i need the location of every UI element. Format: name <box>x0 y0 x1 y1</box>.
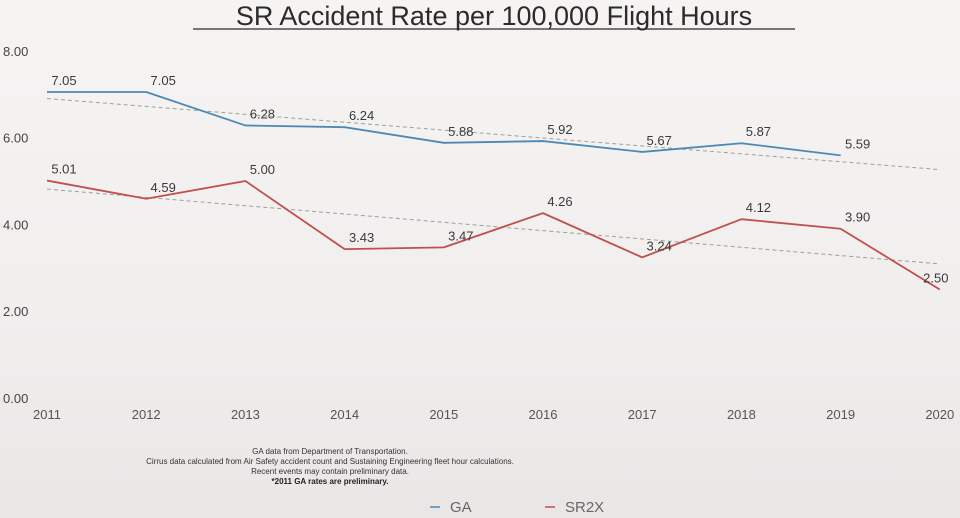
data-label: 7.05 <box>151 73 176 88</box>
x-tick-label: 2020 <box>925 407 954 422</box>
x-tick-label: 2012 <box>132 407 161 422</box>
data-label: 5.01 <box>51 162 76 177</box>
data-label: 5.59 <box>845 136 870 151</box>
data-label: 4.26 <box>547 194 572 209</box>
data-label: 3.24 <box>647 238 672 253</box>
data-label: 4.59 <box>151 180 176 195</box>
y-tick-label: 2.00 <box>3 304 28 319</box>
series-line-ga <box>47 91 841 157</box>
footnote: GA data from Department of Transportatio… <box>252 447 408 456</box>
x-axis-ticks: 2011 2012 2013 2014 2015 2016 2017 2018 2019 2020 <box>33 407 954 422</box>
x-tick-label: 2014 <box>330 407 359 422</box>
y-tick-label: 8.00 <box>3 44 28 59</box>
y-tick-label: 4.00 <box>3 217 28 232</box>
y-axis-ticks: 0.00 2.00 4.00 6.00 8.00 <box>3 44 28 406</box>
data-label: 5.00 <box>250 162 275 177</box>
x-tick-label: 2017 <box>628 407 657 422</box>
legend: GA SR2X <box>430 499 604 516</box>
x-tick-label: 2013 <box>231 407 260 422</box>
data-label: 5.87 <box>746 124 771 139</box>
x-tick-label: 2016 <box>529 407 558 422</box>
data-label: 5.67 <box>647 133 672 148</box>
data-label: 3.47 <box>448 228 473 243</box>
x-tick-label: 2018 <box>727 407 756 422</box>
data-label: 7.05 <box>51 73 76 88</box>
data-label: 4.12 <box>746 200 771 215</box>
legend-label: GA <box>450 499 472 516</box>
data-label: 6.28 <box>250 106 275 121</box>
data-labels: 7.05 7.05 6.28 6.24 5.88 5.92 5.67 5.87 5.59 5.01… <box>51 73 948 285</box>
legend-label: SR2X <box>565 499 604 516</box>
x-tick-label: 2019 <box>826 407 855 422</box>
trendline-ga <box>46 98 940 171</box>
footnote: Recent events may contain preliminary da… <box>251 467 409 476</box>
trendline-sr2x <box>46 188 940 265</box>
x-tick-label: 2011 <box>33 407 61 422</box>
x-tick-label: 2015 <box>429 407 458 422</box>
trendlines <box>46 98 940 265</box>
data-label: 6.24 <box>349 108 374 123</box>
chart-title: SR Accident Rate per 100,000 Flight Hour… <box>236 1 752 31</box>
footnotes: GA data from Department of Transportatio… <box>146 447 514 486</box>
y-tick-label: 6.00 <box>3 131 28 146</box>
series-line-sr2x <box>46 179 941 291</box>
footnote: *2011 GA rates are preliminary. <box>272 477 389 486</box>
data-label: 5.88 <box>448 124 473 139</box>
data-label: 3.43 <box>349 230 374 245</box>
data-label: 5.92 <box>547 122 572 137</box>
data-label: 3.90 <box>845 210 870 225</box>
y-tick-label: 0.00 <box>3 391 28 406</box>
footnote: Cirrus data calculated from Air Safety a… <box>146 457 514 466</box>
series-lines <box>46 91 941 291</box>
data-label: 2.50 <box>923 271 948 286</box>
